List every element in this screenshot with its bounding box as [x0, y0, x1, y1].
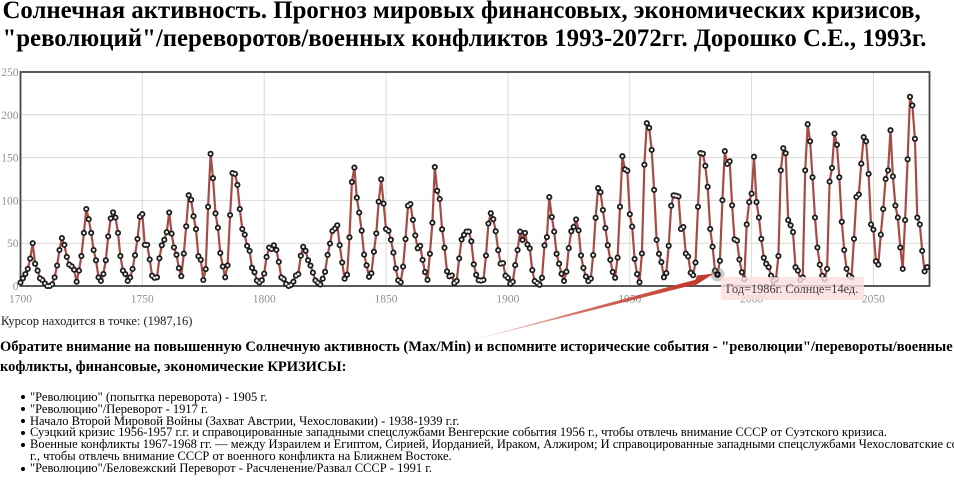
svg-text:250: 250: [1, 67, 19, 79]
svg-text:0: 0: [13, 281, 19, 293]
svg-text:Год=1986г. Солнце=14ед.: Год=1986г. Солнце=14ед.: [726, 282, 858, 296]
svg-text:1850: 1850: [375, 294, 398, 306]
svg-text:1800: 1800: [253, 294, 276, 306]
svg-text:1900: 1900: [496, 294, 519, 306]
svg-text:1700: 1700: [9, 294, 32, 306]
svg-text:2000: 2000: [740, 294, 763, 306]
svg-text:50: 50: [7, 238, 19, 250]
svg-text:150: 150: [1, 153, 19, 165]
svg-text:2050: 2050: [862, 294, 885, 306]
svg-text:1950: 1950: [618, 294, 641, 306]
svg-text:200: 200: [1, 110, 19, 122]
svg-text:1750: 1750: [131, 294, 154, 306]
svg-text:100: 100: [1, 195, 19, 207]
